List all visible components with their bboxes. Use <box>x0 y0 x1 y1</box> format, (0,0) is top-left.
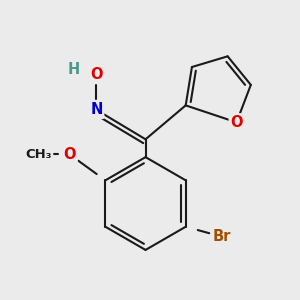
Text: O: O <box>63 147 76 162</box>
Text: H: H <box>68 62 80 77</box>
Text: N: N <box>90 102 103 117</box>
Text: CH₃: CH₃ <box>25 148 52 161</box>
Text: Br: Br <box>212 229 231 244</box>
Text: O: O <box>90 67 103 82</box>
Text: O: O <box>230 115 243 130</box>
